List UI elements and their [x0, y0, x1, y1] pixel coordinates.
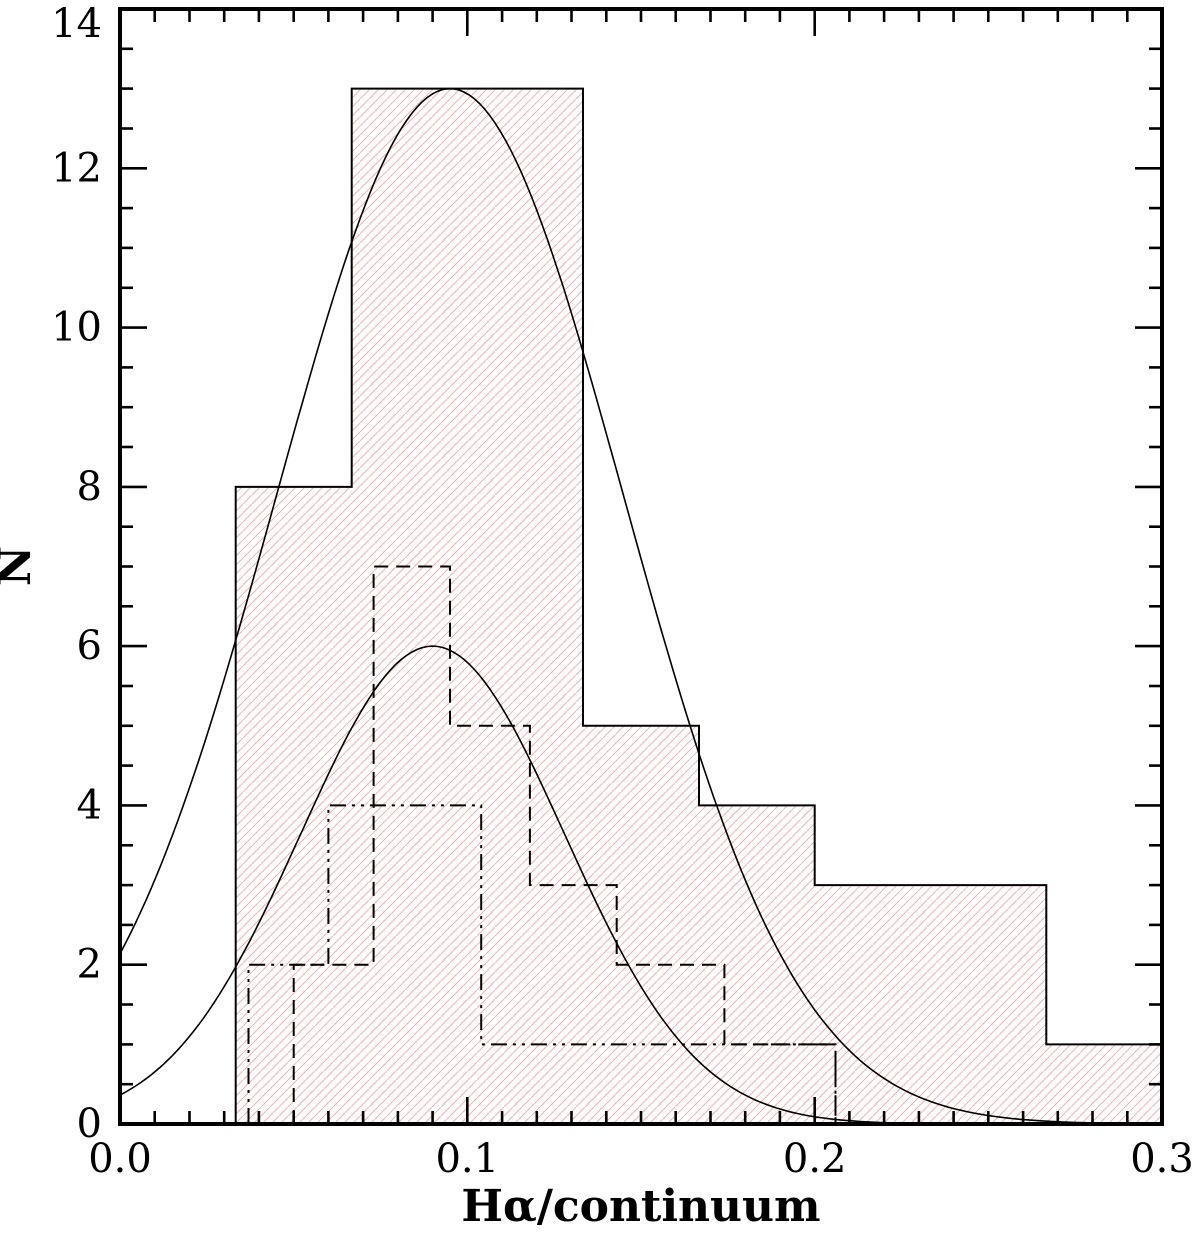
x-tick-label: 0.3 — [1130, 1136, 1194, 1182]
x-axis-label: Hα/continuum — [461, 1181, 820, 1232]
y-tick-label: 14 — [51, 1, 102, 47]
solid-hatched-histogram — [234, 87, 1163, 1124]
y-tick-label: 2 — [77, 942, 102, 988]
y-axis-label: N — [0, 546, 41, 586]
y-tick-label: 0 — [77, 1101, 102, 1147]
x-tick-label: 0.2 — [783, 1136, 847, 1182]
y-tick-label: 6 — [77, 623, 102, 669]
x-tick-label: 0.1 — [435, 1136, 499, 1182]
x-tick-label: 0.0 — [88, 1136, 152, 1182]
dash-dot-histogram — [247, 804, 837, 1124]
dashed-histogram — [292, 565, 837, 1124]
y-tick-label: 10 — [51, 305, 102, 351]
solid-hatched-histogram-fill — [235, 88, 1162, 1125]
y-tick-label: 4 — [77, 782, 102, 828]
y-tick-label: 12 — [51, 145, 102, 191]
axes-layer: 0.0 0.1 0.2 0.3 0 2 4 6 8 10 12 14 — [51, 1, 1194, 1182]
y-tick-label: 8 — [77, 464, 102, 510]
